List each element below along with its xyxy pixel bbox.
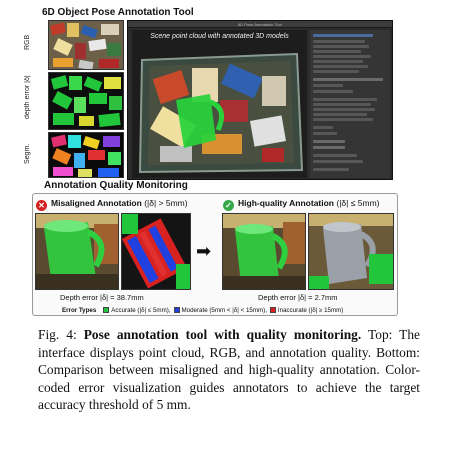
- error-types-legend: Error Types Accurate (|δ| ≤ 5mm), Moderate…: [62, 307, 343, 314]
- misaligned-heading: ✕ Misaligned Annotation (|δ| > 5mm): [36, 198, 188, 211]
- depth-error-label: depth error |δ|: [24, 75, 31, 119]
- tool-side-panel: [310, 30, 390, 178]
- point-cloud-viewport[interactable]: Scene point cloud with annotated 3D mode…: [132, 30, 307, 178]
- legend-title: Error Types: [62, 307, 97, 314]
- window-titlebar: 6D Pose Annotation Tool: [128, 21, 392, 28]
- annotation-tool-window: 6D Pose Annotation Tool Scene point clou…: [127, 20, 393, 180]
- segmentation-thumbnail: [48, 132, 124, 178]
- misaligned-error-map: [121, 213, 191, 290]
- legend-item-inaccurate: Inaccurate (|δ| ≥ 15mm): [277, 307, 344, 314]
- monitoring-title: Annotation Quality Monitoring: [44, 180, 188, 191]
- window-title: 6D Pose Annotation Tool: [238, 22, 282, 27]
- high-quality-overlay-image: [222, 213, 306, 290]
- arrow-right-icon: ➡: [196, 241, 212, 261]
- high-quality-error-map: [308, 213, 394, 290]
- high-quality-depth-error: Depth error |δ| = 2.7mm: [258, 293, 338, 302]
- misaligned-depth-error: Depth error |δ| = 38.7mm: [60, 293, 144, 302]
- legend-item-moderate: Moderate (5mm < |δ| < 15mm),: [181, 307, 267, 314]
- figure-caption: Fig. 4: Pose annotation tool with qualit…: [38, 326, 420, 414]
- segmentation-label: Segm.: [24, 143, 31, 165]
- high-quality-label: High-quality Annotation: [238, 198, 335, 208]
- high-quality-condition: (|δ| ≤ 5mm): [336, 198, 380, 208]
- rgb-label: RGB: [24, 34, 31, 50]
- legend-swatch-inaccurate: [269, 307, 276, 313]
- legend-swatch-moderate: [173, 307, 180, 313]
- legend-item-accurate: Accurate (|δ| ≤ 5mm),: [111, 307, 171, 314]
- legend-swatch-accurate: [103, 307, 110, 313]
- point-cloud-scene: [132, 30, 307, 178]
- misaligned-condition: (|δ| > 5mm): [144, 198, 188, 208]
- figure-label: Fig. 4:: [38, 327, 77, 342]
- tool-title: 6D Object Pose Annotation Tool: [42, 7, 194, 18]
- misaligned-label: Misaligned Annotation: [51, 198, 142, 208]
- x-circle-icon: ✕: [36, 200, 47, 211]
- caption-title: Pose annotation tool with quality monito…: [83, 327, 362, 342]
- viewport-caption: Scene point cloud with annotated 3D mode…: [150, 33, 289, 40]
- caption-body: Top: The interface displays point cloud,…: [38, 327, 420, 413]
- depth-error-thumbnail: [48, 72, 124, 130]
- check-circle-icon: ✓: [223, 200, 234, 211]
- misaligned-overlay-image: [35, 213, 119, 290]
- rgb-thumbnail: [48, 20, 124, 70]
- high-quality-heading: ✓ High-quality Annotation (|δ| ≤ 5mm): [223, 198, 379, 211]
